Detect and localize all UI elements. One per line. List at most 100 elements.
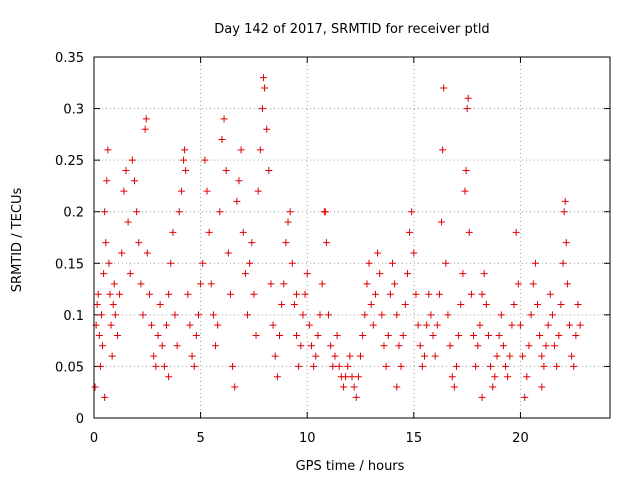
data-point [233, 197, 241, 205]
data-point [212, 342, 220, 350]
data-points [91, 74, 584, 401]
data-point [560, 208, 568, 216]
data-point [107, 321, 115, 329]
chart-title: Day 142 of 2017, SRMTID for receiver ptl… [214, 22, 489, 37]
data-point [113, 331, 121, 339]
data-point [162, 321, 170, 329]
data-point [241, 270, 249, 278]
data-point [491, 373, 499, 381]
data-point [142, 115, 150, 123]
data-point [482, 301, 490, 309]
data-point [226, 290, 234, 298]
data-point [446, 342, 454, 350]
data-point [382, 362, 390, 370]
data-point [95, 331, 103, 339]
data-point [188, 352, 196, 360]
data-point [276, 331, 284, 339]
ticks-layer: 0 0.05 0.1 0.15 0.2 0.25 0.3 0.35 0 5 10 15 20 [55, 51, 610, 446]
data-point [284, 218, 292, 226]
data-point [165, 290, 173, 298]
data-point [374, 249, 382, 257]
data-point [393, 311, 401, 319]
data-point [180, 156, 188, 164]
data-point [91, 383, 99, 391]
data-point [544, 321, 552, 329]
data-point [461, 187, 469, 195]
data-point [504, 373, 512, 381]
y-tick-label: 0.15 [55, 257, 84, 272]
data-point [122, 166, 130, 174]
data-point [197, 280, 205, 288]
data-point [531, 259, 539, 267]
data-point [440, 84, 448, 92]
data-point [290, 301, 298, 309]
data-point [484, 331, 492, 339]
data-point [401, 301, 409, 309]
data-point [572, 331, 580, 339]
data-point [452, 362, 460, 370]
data-point [286, 208, 294, 216]
data-point [222, 166, 230, 174]
data-point [359, 331, 367, 339]
data-point [244, 311, 252, 319]
data-point [386, 290, 394, 298]
y-tick-label: 0.2 [63, 206, 84, 221]
y-tick-label: 0.1 [63, 309, 84, 324]
data-point [395, 342, 403, 350]
data-point [399, 331, 407, 339]
data-point [559, 259, 567, 267]
data-point [506, 352, 514, 360]
data-point [538, 383, 546, 391]
data-point [169, 228, 177, 236]
data-point [158, 342, 166, 350]
data-point [472, 362, 480, 370]
data-point [525, 342, 533, 350]
data-point [429, 331, 437, 339]
data-point [214, 321, 222, 329]
data-point [367, 301, 375, 309]
data-point [322, 239, 330, 247]
data-point [327, 342, 335, 350]
data-point [499, 342, 507, 350]
data-point [510, 301, 518, 309]
data-point [512, 228, 520, 236]
data-point [333, 331, 341, 339]
data-point [418, 362, 426, 370]
data-point [551, 342, 559, 350]
data-point [184, 290, 192, 298]
data-point [106, 290, 114, 298]
data-point [378, 311, 386, 319]
data-point [568, 352, 576, 360]
data-point [258, 105, 266, 113]
data-point [357, 352, 365, 360]
data-point [476, 321, 484, 329]
data-point [557, 301, 565, 309]
data-point [181, 146, 189, 154]
data-point [523, 373, 531, 381]
data-point [229, 362, 237, 370]
data-point [416, 342, 424, 350]
data-point [350, 383, 358, 391]
data-point [97, 311, 105, 319]
data-point [239, 228, 247, 236]
data-point [312, 352, 320, 360]
data-point [342, 373, 350, 381]
data-point [470, 331, 478, 339]
data-point [335, 362, 343, 370]
y-tick-label: 0.3 [63, 103, 84, 118]
data-point [152, 362, 160, 370]
data-point [124, 218, 132, 226]
data-point [261, 84, 269, 92]
data-point [248, 239, 256, 247]
data-point [182, 166, 190, 174]
y-tick-label: 0.05 [55, 360, 84, 375]
data-point [148, 321, 156, 329]
data-point [474, 342, 482, 350]
data-point [235, 177, 243, 185]
data-point [288, 259, 296, 267]
data-point [209, 311, 217, 319]
data-point [397, 362, 405, 370]
data-point [256, 146, 264, 154]
data-point [354, 373, 362, 381]
